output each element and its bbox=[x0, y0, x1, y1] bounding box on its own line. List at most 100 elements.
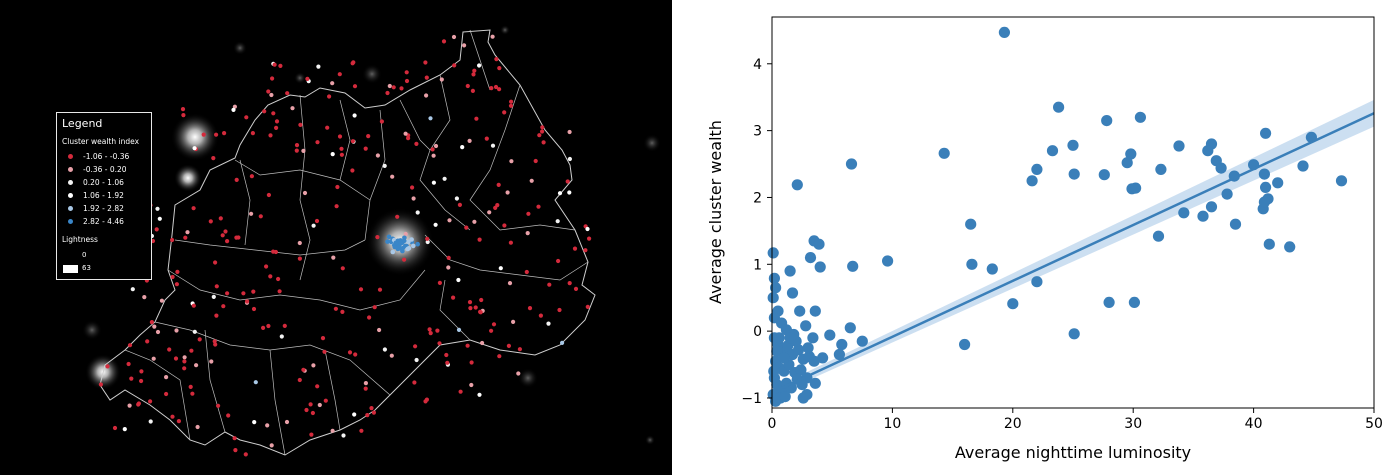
scatter-point bbox=[1155, 163, 1167, 175]
scatter-point bbox=[1284, 241, 1296, 253]
cluster-dot bbox=[474, 116, 479, 121]
cluster-dot-kigali bbox=[409, 237, 414, 242]
cluster-dot bbox=[358, 287, 364, 292]
cluster-dot bbox=[382, 163, 387, 168]
cluster-dot bbox=[452, 63, 457, 68]
scatter-point bbox=[836, 338, 848, 351]
scatter-point bbox=[1272, 177, 1284, 189]
cluster-dot bbox=[330, 152, 335, 157]
cluster-dot bbox=[194, 363, 199, 368]
cluster-dot bbox=[327, 94, 332, 99]
cluster-dot bbox=[391, 85, 396, 90]
cluster-dot bbox=[477, 63, 482, 68]
scatter-point bbox=[786, 287, 799, 299]
cluster-dot bbox=[437, 280, 442, 285]
cluster-dot bbox=[425, 236, 430, 241]
cluster-dot bbox=[415, 210, 420, 215]
cluster-dot bbox=[334, 204, 339, 209]
legend-swatch bbox=[68, 193, 73, 198]
cluster-dot bbox=[446, 265, 451, 270]
cluster-dot bbox=[127, 403, 132, 408]
cluster-dot bbox=[164, 391, 169, 397]
cluster-dot bbox=[497, 87, 502, 92]
cluster-dot bbox=[241, 291, 246, 296]
cluster-dot bbox=[353, 352, 358, 357]
cluster-dot bbox=[541, 140, 546, 145]
cluster-dot bbox=[322, 349, 327, 354]
scatter-point bbox=[856, 335, 868, 347]
cluster-dot bbox=[269, 92, 274, 98]
cluster-dot bbox=[208, 219, 213, 224]
cluster-dot bbox=[464, 225, 469, 230]
cluster-dot bbox=[533, 158, 538, 164]
cluster-dot bbox=[471, 72, 476, 77]
scatter-point bbox=[986, 263, 998, 275]
cluster-dot bbox=[497, 66, 502, 71]
country-boundary bbox=[99, 29, 596, 456]
legend-swatch bbox=[68, 206, 73, 211]
y-tick-label: 0 bbox=[753, 324, 762, 340]
scatter-point bbox=[809, 377, 821, 389]
legend-class-label: 0.20 - 1.06 bbox=[83, 178, 124, 187]
cluster-dot bbox=[268, 133, 273, 138]
cluster-dot bbox=[174, 282, 179, 287]
cluster-dot bbox=[231, 107, 236, 112]
scatter-point bbox=[1258, 168, 1270, 180]
cluster-dot bbox=[468, 306, 473, 311]
cluster-dot bbox=[337, 134, 343, 139]
cluster-dot bbox=[540, 129, 545, 134]
scatter-point bbox=[1215, 162, 1227, 174]
cluster-dot bbox=[225, 291, 230, 296]
cluster-dot bbox=[555, 219, 560, 224]
cluster-dot bbox=[458, 389, 463, 394]
cluster-dot bbox=[509, 159, 514, 164]
cluster-dot bbox=[445, 360, 450, 365]
cluster-dot bbox=[442, 176, 447, 181]
cluster-dot bbox=[451, 34, 457, 40]
cluster-dot bbox=[439, 77, 444, 82]
cluster-dot bbox=[460, 145, 465, 150]
cluster-dot bbox=[472, 219, 477, 224]
cluster-dot bbox=[234, 235, 239, 240]
cluster-dot bbox=[212, 339, 217, 344]
cluster-dot bbox=[377, 327, 382, 333]
scatter-point bbox=[1046, 145, 1059, 157]
scatter-point bbox=[784, 332, 796, 344]
cluster-dot bbox=[363, 381, 368, 386]
cluster-dot bbox=[277, 289, 282, 294]
cluster-dot bbox=[406, 136, 411, 141]
scatter-point bbox=[1205, 201, 1218, 213]
cluster-dot bbox=[139, 378, 144, 384]
cluster-dot bbox=[479, 297, 484, 303]
cluster-dot bbox=[371, 410, 376, 415]
cluster-dot bbox=[220, 233, 225, 238]
cluster-dot bbox=[315, 140, 320, 145]
cluster-dot bbox=[509, 99, 514, 104]
cluster-dot bbox=[250, 131, 255, 136]
cluster-dot bbox=[164, 375, 169, 380]
cluster-dot bbox=[375, 153, 380, 158]
cluster-dot bbox=[493, 84, 499, 90]
scatter-point bbox=[1103, 296, 1115, 308]
cluster-dot bbox=[557, 307, 562, 313]
scatter-point bbox=[795, 364, 807, 376]
cluster-dot bbox=[431, 153, 436, 158]
cluster-dot bbox=[320, 336, 326, 341]
cluster-dot bbox=[251, 289, 256, 294]
cluster-dot bbox=[151, 356, 156, 361]
cluster-dot bbox=[583, 248, 588, 253]
cluster-dot bbox=[195, 424, 200, 430]
cluster-dot bbox=[232, 104, 237, 109]
scatter-point bbox=[1098, 169, 1110, 181]
cluster-dot bbox=[271, 111, 276, 116]
cluster-dot bbox=[232, 436, 237, 441]
scatter-point bbox=[800, 320, 812, 332]
scatter-point bbox=[959, 338, 971, 351]
cluster-dot bbox=[510, 319, 516, 324]
cluster-dot bbox=[298, 122, 303, 127]
cluster-dot bbox=[446, 255, 451, 260]
x-tick-label: 50 bbox=[1365, 416, 1383, 432]
cluster-dot bbox=[341, 433, 346, 438]
cluster-dot bbox=[403, 231, 408, 237]
cluster-dot bbox=[274, 119, 280, 124]
